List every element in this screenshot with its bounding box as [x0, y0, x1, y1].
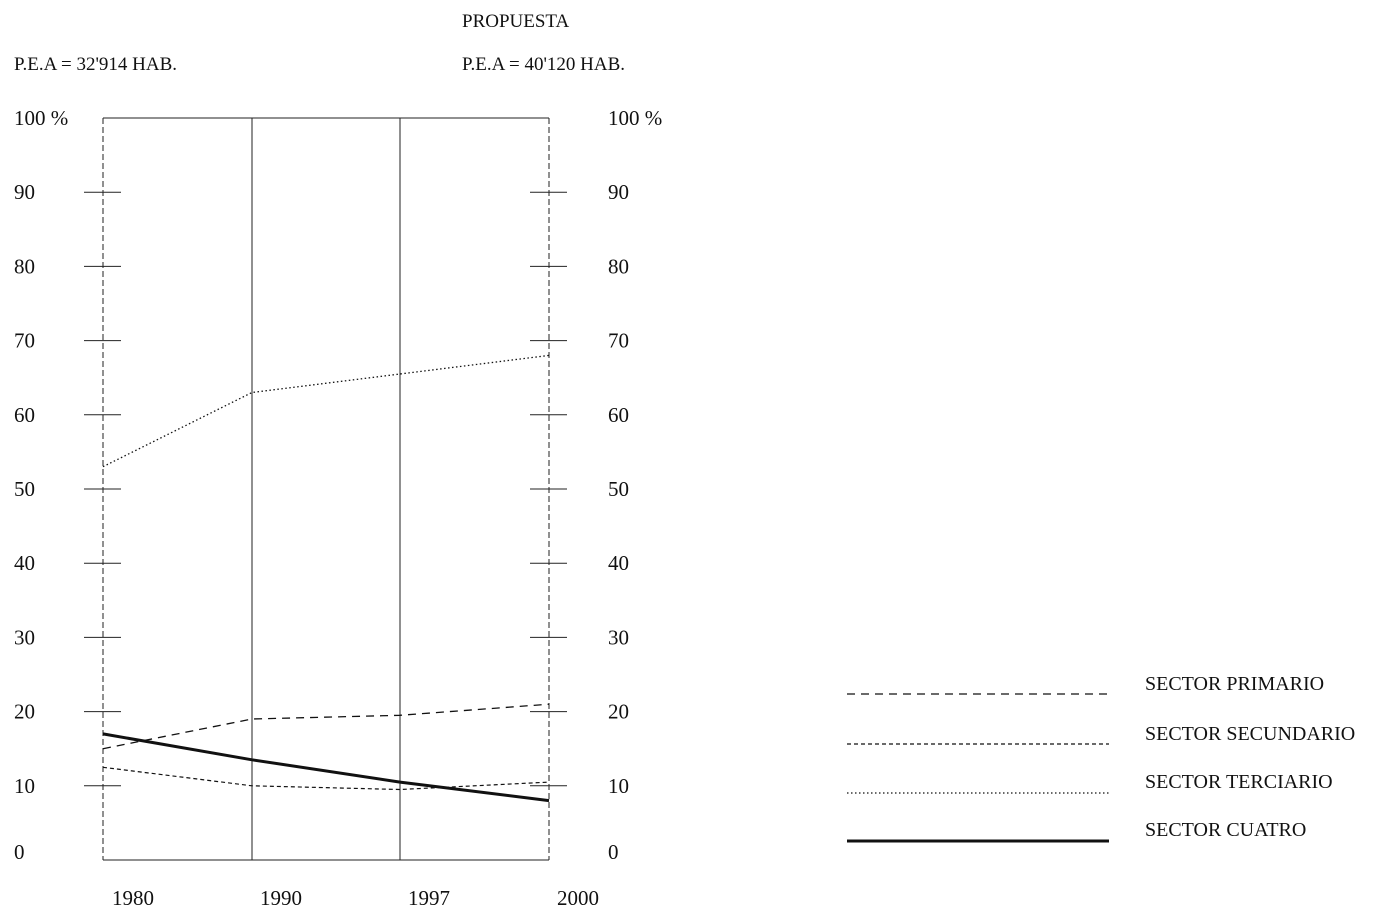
y-tick-label: 100 % [608, 106, 662, 130]
y-axis-labels-right: 0 10 20 30 40 50 60 70 80 90 100 % [608, 106, 662, 864]
y-tick-label: 50 [14, 477, 35, 501]
y-tick-label: 30 [608, 625, 629, 649]
y-tick-label: 10 [608, 774, 629, 798]
left-pea-label: P.E.A = 32'914 HAB. [14, 54, 177, 75]
y-tick-label: 20 [14, 700, 35, 724]
y-tick-label: 80 [608, 254, 629, 278]
series-line-sector-primario [102, 703, 550, 750]
y-ticks [84, 191, 567, 787]
series-line-sector-cuatro [102, 732, 550, 803]
x-tick-label: 2000 [557, 886, 599, 910]
y-tick-label: 0 [14, 840, 25, 864]
y-tick-label: 70 [608, 329, 629, 353]
y-tick-label: 100 % [14, 106, 68, 130]
y-tick-label: 50 [608, 477, 629, 501]
series-line-sector-terciario [102, 354, 550, 468]
y-tick-label: 90 [608, 180, 629, 204]
y-tick-label: 60 [608, 403, 629, 427]
series-line-sector-secundario [102, 766, 550, 791]
legend: SECTOR PRIMARIO SECTOR SECUNDARIO SECTOR T… [847, 673, 1355, 843]
y-tick-label: 80 [14, 254, 35, 278]
series-lines [102, 354, 550, 803]
y-tick-label: 40 [608, 551, 629, 575]
x-axis-labels: 1980 1990 1997 2000 [112, 886, 599, 910]
y-tick-label: 60 [14, 403, 35, 427]
y-axis-labels-left: 0 10 20 30 40 50 60 70 80 90 100 % [14, 106, 68, 864]
legend-label: SECTOR TERCIARIO [1145, 771, 1333, 793]
y-tick-label: 40 [14, 551, 35, 575]
y-tick-label: 90 [14, 180, 35, 204]
y-tick-label: 20 [608, 700, 629, 724]
x-tick-label: 1990 [260, 886, 302, 910]
y-tick-label: 70 [14, 329, 35, 353]
y-tick-label: 10 [14, 774, 35, 798]
y-tick-label: 30 [14, 625, 35, 649]
legend-label: SECTOR PRIMARIO [1145, 673, 1324, 695]
legend-label: SECTOR CUATRO [1145, 819, 1306, 841]
top-title: PROPUESTA [462, 11, 570, 32]
x-tick-label: 1997 [408, 886, 450, 910]
y-tick-label: 0 [608, 840, 619, 864]
legend-label: SECTOR SECUNDARIO [1145, 723, 1355, 745]
plot-frame [102, 117, 550, 861]
right-pea-label: P.E.A = 40'120 HAB. [462, 54, 625, 75]
x-tick-label: 1980 [112, 886, 154, 910]
